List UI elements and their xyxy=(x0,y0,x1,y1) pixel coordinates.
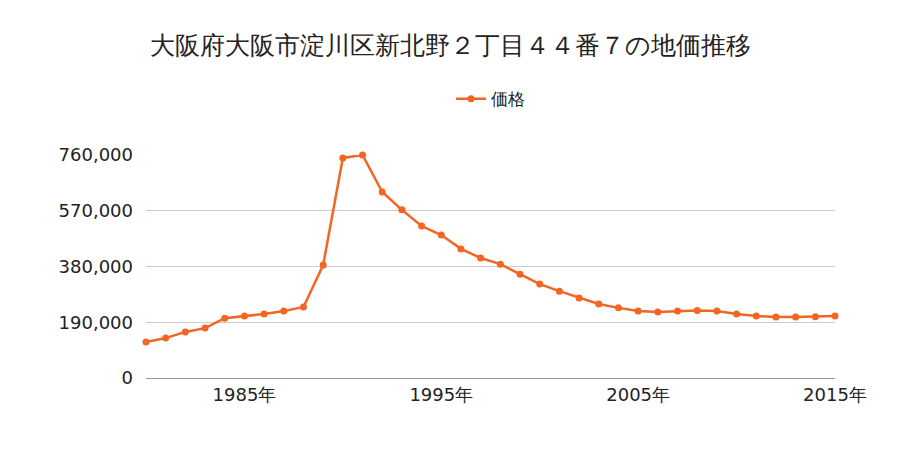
svg-text:2015年: 2015年 xyxy=(803,384,867,405)
svg-text:1985年: 1985年 xyxy=(213,384,277,405)
svg-text:0: 0 xyxy=(122,367,133,388)
svg-text:価格: 価格 xyxy=(491,89,525,109)
svg-text:190,000: 190,000 xyxy=(59,312,133,333)
svg-text:1995年: 1995年 xyxy=(409,384,473,405)
svg-text:380,000: 380,000 xyxy=(59,256,133,277)
svg-text:2005年: 2005年 xyxy=(606,384,670,405)
svg-text:大阪府大阪市淀川区新北野２丁目４４番７の地価推移: 大阪府大阪市淀川区新北野２丁目４４番７の地価推移 xyxy=(150,31,751,60)
svg-text:760,000: 760,000 xyxy=(59,144,133,165)
svg-text:570,000: 570,000 xyxy=(59,200,133,221)
